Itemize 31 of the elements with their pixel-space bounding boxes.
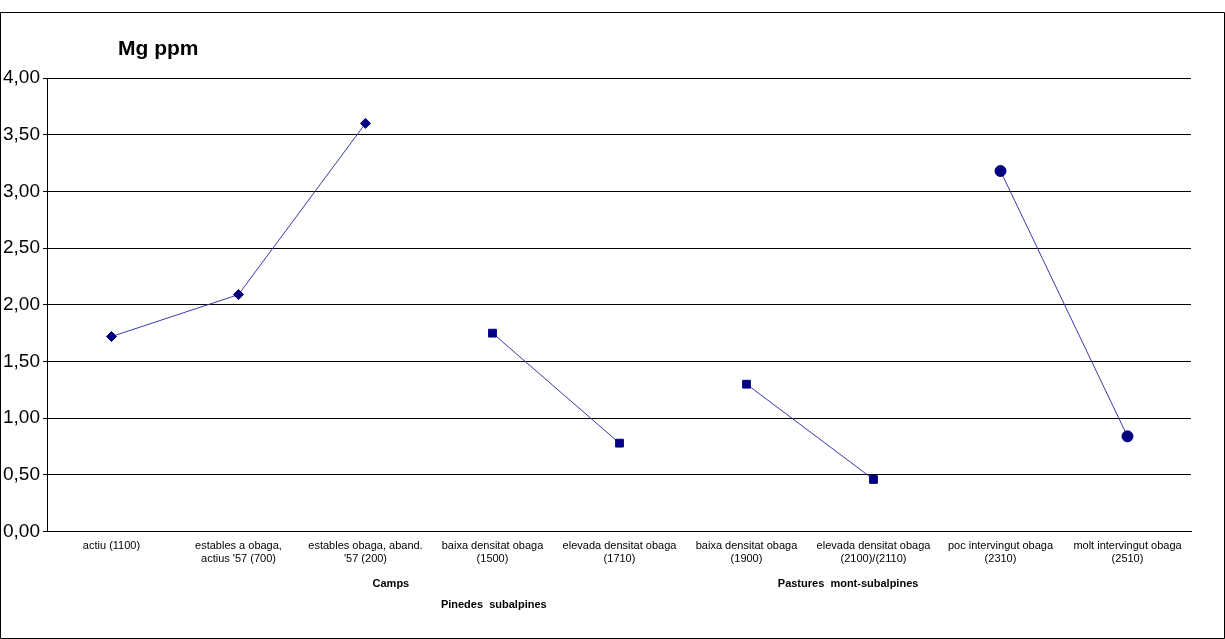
y-tick-label: 2,50 — [3, 236, 40, 258]
y-tick-label: 0,00 — [3, 519, 40, 541]
x-tick-label: elevada densitat obaga (2100)/(2110) — [816, 539, 932, 565]
point — [232, 289, 244, 301]
point — [615, 438, 624, 448]
point — [869, 475, 878, 484]
y-tick-label: 3,50 — [3, 122, 40, 144]
x-tick-label: baixa densitat obaga (1500) — [441, 539, 545, 565]
y-tick-label: 1,50 — [3, 349, 40, 371]
x-tick-label: baixa densitat obaga (1900) — [695, 539, 799, 565]
x-tick-label: molt intervingut obaga (2510) — [1073, 539, 1183, 565]
x-tick-label: actiu (1100) — [82, 539, 141, 552]
y-tick-label: 0,50 — [3, 463, 40, 485]
y-tick-label: 4,00 — [3, 66, 40, 88]
text: Camps — [372, 577, 410, 589]
x-tick-label: elevada densitat obaga (1710) — [562, 539, 678, 565]
point — [1121, 430, 1134, 443]
point — [359, 117, 371, 129]
text: Pastures mont-subalpines — [777, 577, 919, 589]
y-tick-label: 2,00 — [3, 293, 40, 315]
point — [994, 164, 1007, 177]
y-tick-label: 1,00 — [3, 406, 40, 428]
x-tick-label: poc intervingut obaga (2310) — [947, 539, 1054, 565]
point — [105, 331, 117, 343]
chart-title: Mg ppm — [118, 36, 199, 59]
text: Pinedes subalpines — [440, 598, 547, 610]
x-tick-label: estables obaga, aband. '57 (200) — [308, 539, 423, 565]
y-tick-label: 3,00 — [3, 179, 40, 201]
x-tick-label: estables a obaga, actius '57 (700) — [195, 539, 282, 565]
point — [488, 328, 497, 338]
point — [742, 379, 751, 389]
